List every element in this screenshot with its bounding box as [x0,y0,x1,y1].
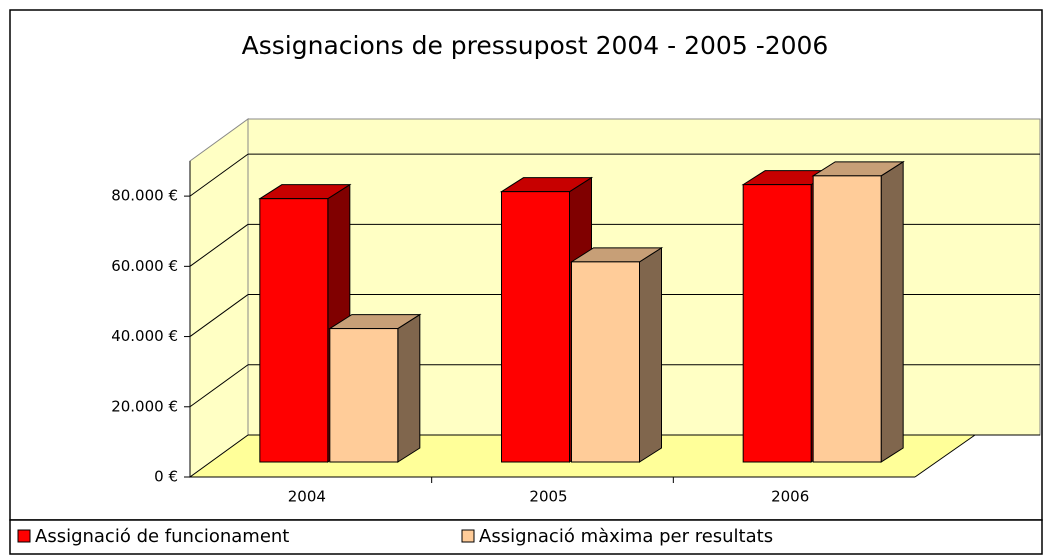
x-axis-depth [914,434,976,478]
grid-line [189,294,249,337]
bar [742,184,812,463]
bar-side [397,313,421,463]
bar-side [880,160,904,463]
chart-title: Assignacions de pressupost 2004 - 2005 -… [242,31,829,60]
bar-side [639,246,662,463]
y-tick-label: 60.000 € [111,257,178,275]
bar [812,175,882,463]
legend-label: Assignació de funcionament [35,526,289,547]
y-tick-label: 80.000 € [111,187,178,205]
legend-swatch [461,529,475,543]
y-tick-label: 0 € [154,468,178,486]
legend-label: Assignació màxima per resultats [479,526,773,547]
x-tick-label: 2006 [771,488,809,506]
x-tick-label: 2005 [529,488,567,506]
legend-swatch [17,529,31,543]
grid-line [189,153,249,197]
grid-line [189,364,249,408]
grid-line [189,434,249,478]
y-tick-label: 20.000 € [111,397,178,415]
grid-line [189,223,249,267]
legend-box [9,519,1043,555]
y-tick-label: 40.000 € [111,327,178,345]
bar [259,198,329,463]
bar [501,191,570,463]
bar [571,261,640,463]
bar [329,328,399,463]
side-wall [189,118,249,478]
x-tick-label: 2004 [288,488,326,506]
